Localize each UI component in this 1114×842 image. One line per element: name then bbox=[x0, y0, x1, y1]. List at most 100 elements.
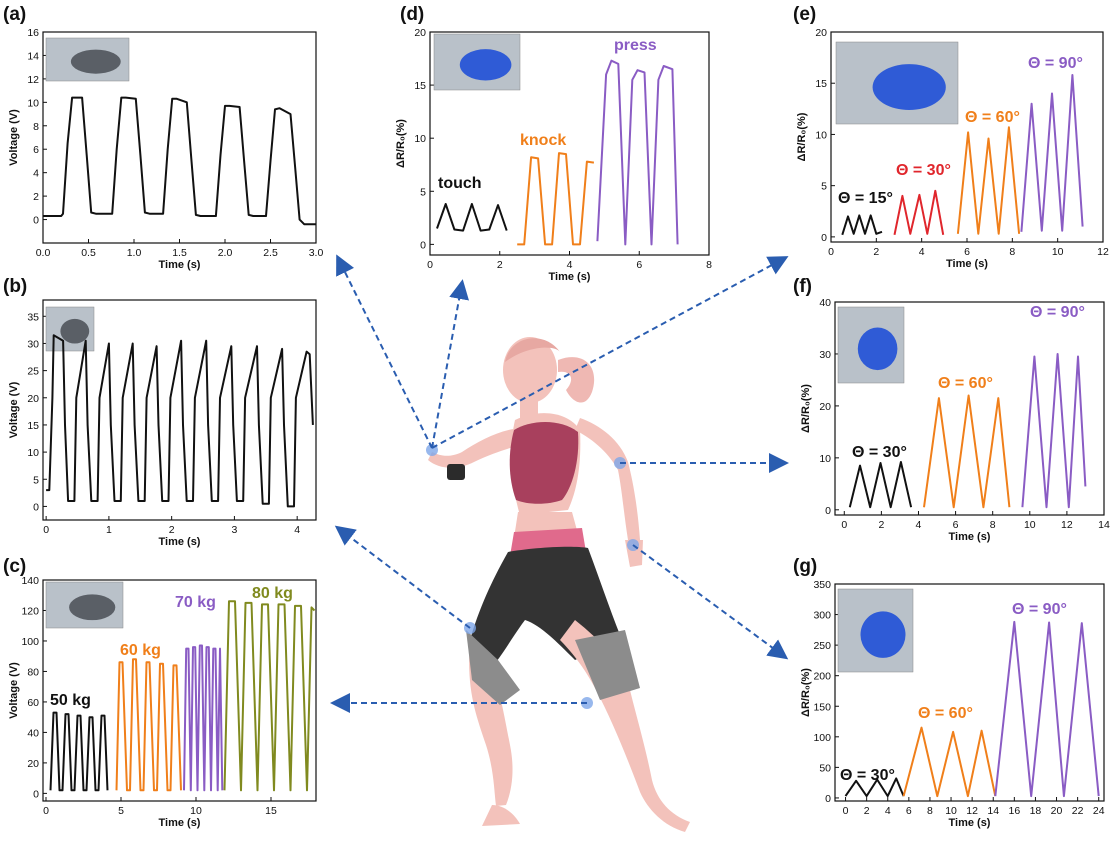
series-label-black: Θ = 15° bbox=[838, 190, 893, 207]
x-tick-label: 2 bbox=[873, 246, 879, 258]
x-tick-label: 0.5 bbox=[81, 247, 96, 259]
series-line-orange bbox=[923, 394, 1011, 509]
y-tick-label: 6 bbox=[33, 144, 39, 156]
y-tick-label: 0 bbox=[33, 501, 39, 513]
y-tick-label: 0 bbox=[420, 239, 426, 251]
y-tick-label: 8 bbox=[33, 121, 39, 133]
x-tick-label: 6 bbox=[636, 259, 642, 271]
x-tick-label: 24 bbox=[1093, 805, 1105, 817]
series-label-orange: Θ = 60° bbox=[965, 109, 1020, 126]
x-axis-title: Time (s) bbox=[159, 817, 201, 829]
series-label-olive: 80 kg bbox=[252, 585, 293, 602]
plot-frame bbox=[834, 583, 1105, 802]
series-label-black: touch bbox=[438, 175, 482, 192]
y-tick-label: 16 bbox=[27, 27, 39, 39]
x-tick-label: 4 bbox=[885, 805, 891, 817]
series-label-orange: knock bbox=[520, 132, 566, 149]
y-tick-label: 25 bbox=[27, 366, 39, 378]
y-axis-title: Voltage (V) bbox=[8, 381, 20, 438]
arrow-to-b bbox=[334, 525, 471, 629]
x-tick-label: 2.0 bbox=[218, 247, 233, 259]
series-line-orange bbox=[115, 658, 182, 792]
y-tick-label: 80 bbox=[27, 666, 39, 678]
series-line-purple bbox=[1020, 74, 1084, 232]
x-tick-label: 20 bbox=[1051, 805, 1063, 817]
x-tick-label: 22 bbox=[1072, 805, 1084, 817]
y-tick-label: 30 bbox=[819, 349, 831, 361]
plot-frame bbox=[834, 301, 1105, 516]
series-label-orange: Θ = 60° bbox=[938, 375, 993, 392]
y-tick-label: 10 bbox=[414, 133, 426, 145]
series-line-purple bbox=[1021, 353, 1087, 509]
series-label-purple: Θ = 90° bbox=[1030, 304, 1085, 321]
series-label-purple: Θ = 90° bbox=[1012, 601, 1067, 618]
x-tick-label: 15 bbox=[265, 805, 277, 817]
x-tick-label: 8 bbox=[1009, 246, 1015, 258]
x-tick-label: 2 bbox=[497, 259, 503, 271]
y-tick-label: 0 bbox=[33, 788, 39, 800]
chart-panel-g: (g)0 2 4 6 8 10 12 14 16 18 20 22 240501001502002503… bbox=[793, 556, 1105, 829]
x-tick-label: 2.5 bbox=[263, 247, 278, 259]
y-tick-label: 250 bbox=[813, 640, 831, 652]
chart-panel-b: (b) 0 1 2 3 4 0 5 10 15 20 25 30 35 Time (s) Voltage (V… bbox=[3, 276, 317, 548]
inset-photo-subject bbox=[459, 49, 512, 81]
panel-label: (b) bbox=[3, 276, 27, 297]
x-tick-label: 1 bbox=[106, 524, 112, 536]
y-tick-label: 20 bbox=[27, 758, 39, 770]
x-tick-label: 18 bbox=[1030, 805, 1042, 817]
series-line-olive bbox=[223, 600, 316, 792]
x-tick-label: 10 bbox=[945, 805, 957, 817]
series-label-orange: Θ = 60° bbox=[918, 705, 973, 722]
y-tick-label: 50 bbox=[819, 762, 831, 774]
x-tick-label: 14 bbox=[987, 805, 999, 817]
panel-label: (g) bbox=[793, 556, 817, 577]
x-tick-label: 2 bbox=[878, 519, 884, 531]
y-tick-label: 15 bbox=[414, 80, 426, 92]
inset-photo-subject bbox=[69, 594, 116, 621]
x-tick-label: 4 bbox=[916, 519, 922, 531]
series-line-purple bbox=[994, 620, 1100, 798]
series-line-black bbox=[841, 214, 883, 236]
y-axis-title: ΔR/R₀(%) bbox=[796, 112, 808, 161]
x-tick-label: 12 bbox=[966, 805, 978, 817]
finger-touching-phone-photo bbox=[45, 37, 130, 82]
x-tick-label: 0.0 bbox=[36, 247, 51, 259]
x-tick-label: 4 bbox=[567, 259, 573, 271]
y-tick-label: 10 bbox=[27, 447, 39, 459]
y-tick-label: 20 bbox=[27, 393, 39, 405]
series-line-orange bbox=[956, 126, 1021, 235]
y-tick-label: 0 bbox=[33, 215, 39, 227]
y-tick-label: 200 bbox=[813, 671, 831, 683]
series-line-black bbox=[844, 777, 905, 798]
y-tick-label: 120 bbox=[21, 605, 39, 617]
inset-photo-subject bbox=[70, 49, 121, 74]
panel-label: (a) bbox=[3, 4, 26, 25]
inset-photo-subject bbox=[60, 318, 90, 344]
x-tick-label: 4 bbox=[294, 524, 300, 536]
series-line-black bbox=[49, 711, 109, 792]
x-tick-label: 0 bbox=[841, 519, 847, 531]
y-tick-label: 10 bbox=[819, 453, 831, 465]
arrow-to-g bbox=[632, 544, 789, 660]
x-axis-title: Time (s) bbox=[159, 259, 201, 271]
x-tick-label: 8 bbox=[927, 805, 933, 817]
plot-frame bbox=[42, 299, 317, 521]
series-label-black: 50 kg bbox=[50, 692, 91, 709]
runner-illustration bbox=[426, 337, 690, 832]
chart-panel-e: (e) 0 2 4 6 8 10 12 0 5 10 15 20 Time (s) ΔR/R₀(%) Θ = … bbox=[793, 4, 1109, 270]
panel-label: (d) bbox=[400, 4, 424, 25]
y-tick-label: 100 bbox=[21, 636, 39, 648]
x-axis-title: Time (s) bbox=[159, 536, 201, 548]
y-tick-label: 12 bbox=[27, 74, 39, 86]
elbow-bend-photo bbox=[837, 306, 905, 384]
x-tick-label: 0 bbox=[43, 805, 49, 817]
y-tick-label: 60 bbox=[27, 697, 39, 709]
x-tick-label: 10 bbox=[1024, 519, 1036, 531]
x-tick-label: 0 bbox=[843, 805, 849, 817]
y-tick-label: 15 bbox=[815, 78, 827, 90]
arrow-to-e bbox=[431, 256, 789, 449]
series-line-red bbox=[893, 189, 945, 235]
x-tick-label: 6 bbox=[906, 805, 912, 817]
inset-photo-subject bbox=[872, 64, 946, 111]
chart-panel-a: (a) 0.0 0.5 1.0 1.5 2.0 2.5 3.0 0 2 4 6 8 10 12 14 16 Tim… bbox=[3, 4, 323, 271]
